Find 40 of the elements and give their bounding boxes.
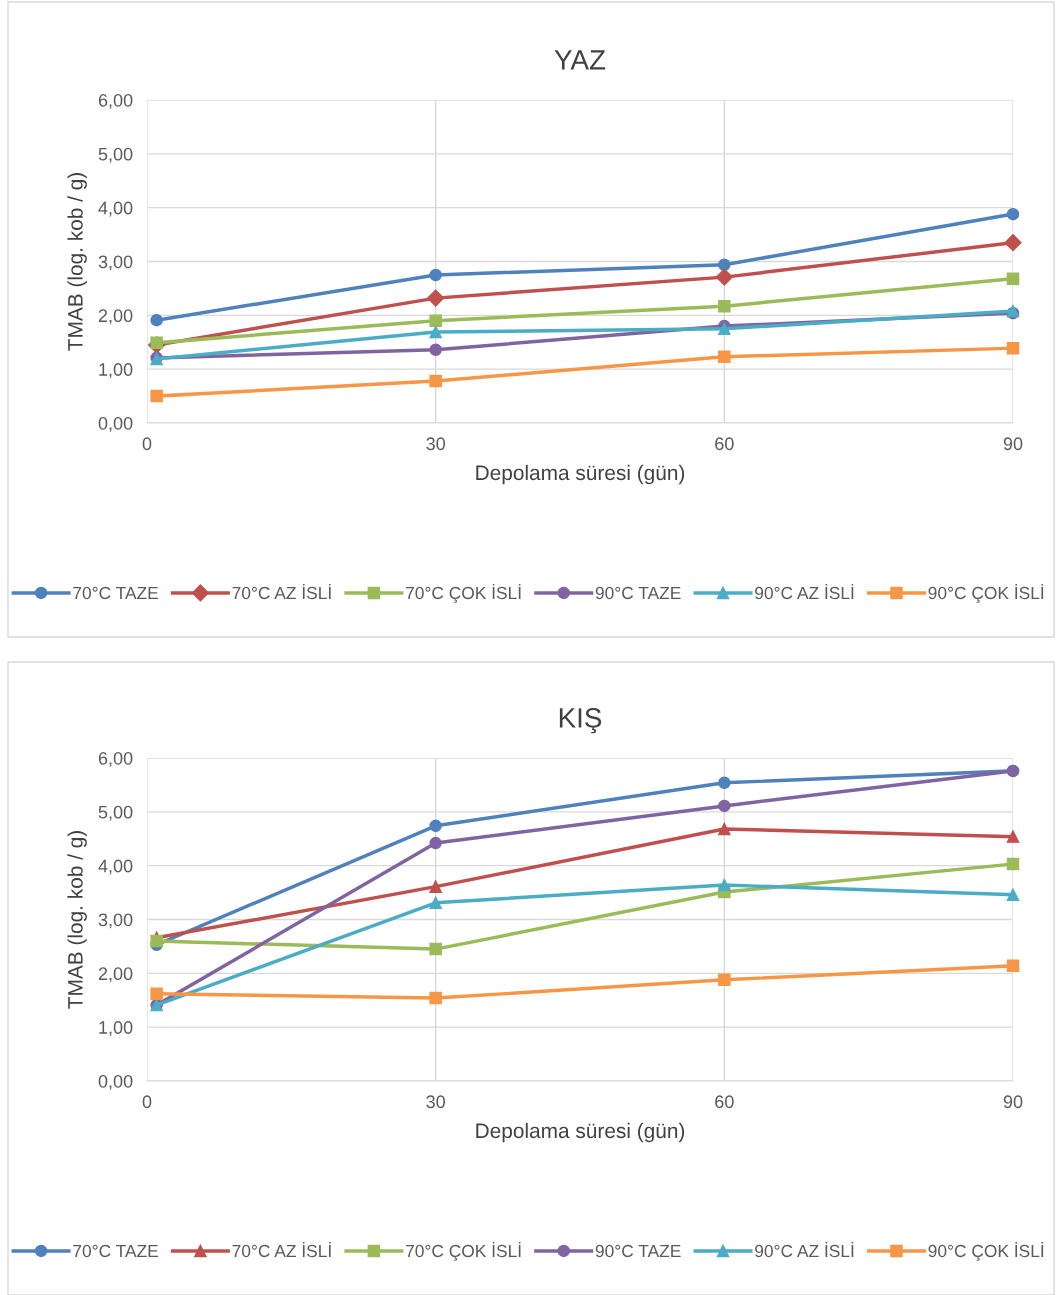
y-tick-label: 6,00 (98, 93, 133, 109)
y-tick-label: 2,00 (98, 309, 133, 325)
legend-label: 90°C ÇOK İSLİ (928, 583, 1044, 603)
chart-title: KIŞ (559, 708, 602, 734)
x-tick-label: 0 (142, 437, 152, 451)
legend-label: 90°C TAZE (595, 1244, 681, 1258)
legend-label: 70°C TAZE (73, 586, 158, 600)
y-tick-label: 5,00 (98, 805, 133, 821)
y-tick-label: 0,00 (98, 1074, 133, 1090)
x-tick-label: 90 (1003, 437, 1023, 451)
y-tick-label: 0,00 (98, 416, 133, 432)
legend-label: 90°C TAZE (595, 586, 681, 600)
legend-label: 90°C ÇOK İSLİ (928, 1241, 1044, 1261)
x-axis-title: Depolama süresi (gün) (476, 1122, 685, 1143)
y-tick-label: 3,00 (98, 913, 133, 929)
chart-title: YAZ (554, 50, 606, 70)
x-tick-label: 30 (426, 1095, 445, 1109)
legend-label: 70°C TAZE (73, 1244, 158, 1258)
x-tick-label: 30 (426, 437, 445, 451)
y-tick-label: 1,00 (99, 363, 133, 379)
y-tick-label: 6,00 (98, 751, 133, 767)
legend-label: 70°C ÇOK İSLİ (406, 1241, 521, 1261)
y-tick-label: 1,00 (99, 1021, 133, 1037)
y-axis-title: TMAB (log. kob / g) (67, 831, 87, 1009)
y-tick-label: 5,00 (98, 147, 133, 163)
legend-label: 70°C ÇOK İSLİ (406, 583, 521, 603)
x-tick-label: 0 (142, 1095, 152, 1109)
legend-label: 90°C AZ İSLİ (755, 583, 854, 600)
y-tick-label: 4,00 (98, 859, 133, 875)
y-tick-label: 3,00 (98, 255, 133, 271)
y-axis-title: TMAB (log. kob / g) (67, 173, 87, 351)
x-tick-label: 90 (1003, 1095, 1023, 1109)
legend-label: 90°C AZ İSLİ (755, 1241, 854, 1258)
y-tick-label: 4,00 (98, 201, 133, 217)
x-tick-label: 60 (715, 1095, 734, 1109)
x-axis-title: Depolama süresi (gün) (476, 464, 685, 485)
y-tick-label: 2,00 (98, 967, 133, 983)
x-tick-label: 60 (715, 437, 734, 451)
legend-label: 70°C AZ İSLİ (232, 583, 331, 600)
legend-label: 70°C AZ İSLİ (232, 1241, 331, 1258)
